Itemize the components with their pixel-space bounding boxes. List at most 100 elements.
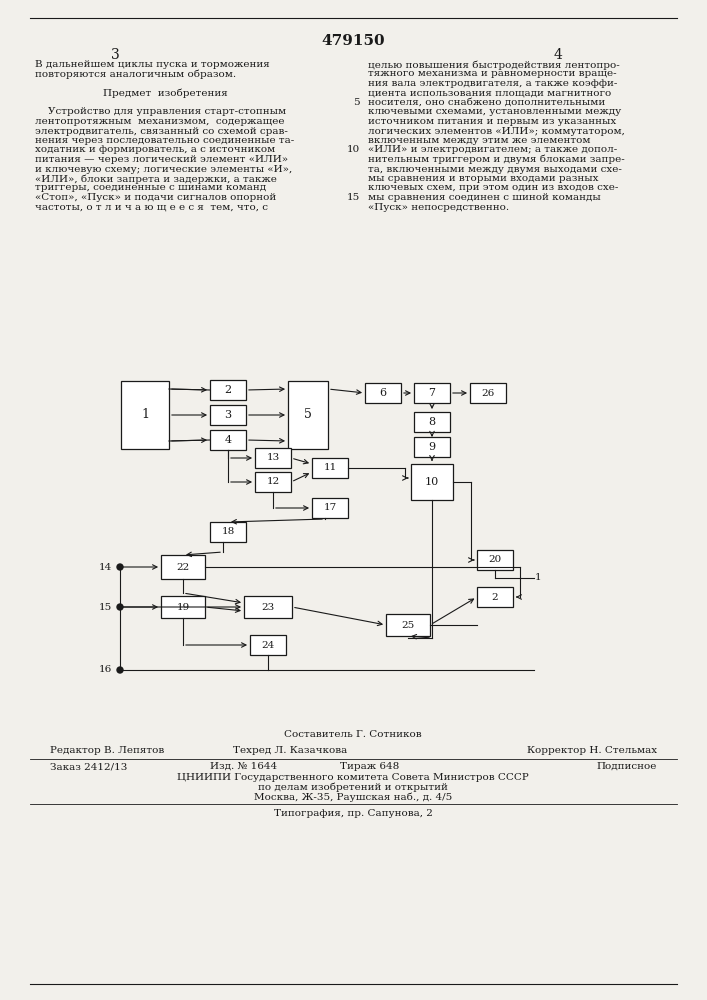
Text: мы сравнения и вторыми входами разных: мы сравнения и вторыми входами разных [368,174,599,183]
Text: частоты, о т л и ч а ю щ е е с я  тем, что, с: частоты, о т л и ч а ю щ е е с я тем, чт… [35,202,268,212]
Text: 22: 22 [176,562,189,572]
Text: Тираж 648: Тираж 648 [340,762,399,771]
Circle shape [117,564,123,570]
Circle shape [117,604,123,610]
Text: 26: 26 [481,388,495,397]
Bar [161,555,205,579]
Text: 25: 25 [402,620,414,630]
Bar [477,550,513,570]
Text: 5: 5 [304,408,312,422]
Bar [288,381,328,449]
Text: электродвигатель, связанный со схемой срав-: электродвигатель, связанный со схемой ср… [35,126,288,135]
Text: ния вала электродвигателя, а также коэффи-: ния вала электродвигателя, а также коэфф… [368,79,617,88]
Text: триггеры, соединенные с шинами команд: триггеры, соединенные с шинами команд [35,184,266,192]
Text: повторяются аналогичным образом.: повторяются аналогичным образом. [35,70,236,79]
Text: 15: 15 [99,602,112,611]
Bar [312,458,348,478]
Text: В дальнейшем циклы пуска и торможения: В дальнейшем циклы пуска и торможения [35,60,270,69]
Text: нения через последовательно соединенные та-: нения через последовательно соединенные … [35,136,294,145]
Bar [244,596,292,618]
Text: Предмет  изобретения: Предмет изобретения [103,89,228,98]
Text: «Стоп», «Пуск» и подачи сигналов опорной: «Стоп», «Пуск» и подачи сигналов опорной [35,193,276,202]
Text: 4: 4 [554,48,563,62]
Text: «ИЛИ», блоки запрета и задержки, а также: «ИЛИ», блоки запрета и задержки, а также [35,174,277,184]
Text: ходатник и формирователь, а с источником: ходатник и формирователь, а с источником [35,145,275,154]
Text: ЦНИИПИ Государственного комитета Совета Министров СССР: ЦНИИПИ Государственного комитета Совета … [177,773,529,782]
Text: 10: 10 [425,477,439,487]
Text: 11: 11 [323,464,337,473]
Text: циента использования площади магнитного: циента использования площади магнитного [368,89,612,98]
Bar [411,464,453,500]
Text: 2: 2 [224,385,232,395]
Bar [312,498,348,518]
Text: 15: 15 [346,193,360,202]
Text: Типография, пр. Сапунова, 2: Типография, пр. Сапунова, 2 [274,809,433,818]
Text: логических элементов «ИЛИ»; коммутатором,: логических элементов «ИЛИ»; коммутатором… [368,126,625,135]
Text: 9: 9 [428,442,436,452]
Text: 7: 7 [428,388,436,398]
Text: источником питания и первым из указанных: источником питания и первым из указанных [368,117,617,126]
Text: 6: 6 [380,388,387,398]
Text: 24: 24 [262,641,274,650]
Text: Заказ 2412/13: Заказ 2412/13 [50,762,127,771]
Text: Редактор В. Лепятов: Редактор В. Лепятов [50,746,164,755]
Text: 20: 20 [489,556,502,564]
Bar [210,380,246,400]
Text: лентопротяжным  механизмом,  содержащее: лентопротяжным механизмом, содержащее [35,117,284,126]
Text: 17: 17 [323,504,337,512]
Bar [210,430,246,450]
Bar [250,635,286,655]
Text: 479150: 479150 [321,34,385,48]
Text: по делам изобретений и открытий: по делам изобретений и открытий [258,783,448,792]
Text: «ИЛИ» и электродвигателем; а также допол-: «ИЛИ» и электродвигателем; а также допол… [368,145,617,154]
Text: 10: 10 [346,145,360,154]
Text: 14: 14 [99,562,112,572]
Text: тяжного механизма и равномерности враще-: тяжного механизма и равномерности враще- [368,70,617,79]
Text: целью повышения быстродействия лентопро-: целью повышения быстродействия лентопро- [368,60,620,70]
Text: 1: 1 [141,408,149,422]
Text: «Пуск» непосредственно.: «Пуск» непосредственно. [368,202,509,212]
Bar [470,383,506,403]
Text: 23: 23 [262,602,274,611]
Text: носителя, оно снабжено дополнительными: носителя, оно снабжено дополнительными [368,98,605,107]
Text: 13: 13 [267,454,280,462]
Text: 12: 12 [267,478,280,487]
Text: Устройство для управления старт-стопным: Устройство для управления старт-стопным [35,107,286,116]
Text: Подписное: Подписное [597,762,657,771]
Text: Изд. № 1644: Изд. № 1644 [210,762,277,771]
Text: 2: 2 [491,592,498,601]
Bar [210,405,246,425]
Text: 16: 16 [99,666,112,674]
Text: и ключевую схему; логические элементы «И»,: и ключевую схему; логические элементы «И… [35,164,292,174]
Text: Москва, Ж-35, Раушская наб., д. 4/5: Москва, Ж-35, Раушская наб., д. 4/5 [254,793,452,802]
Text: нительным триггером и двумя блоками запре-: нительным триггером и двумя блоками запр… [368,155,625,164]
Text: 3: 3 [224,410,232,420]
Text: Составитель Г. Сотников: Составитель Г. Сотников [284,730,422,739]
Text: 19: 19 [176,602,189,611]
Circle shape [117,667,123,673]
Bar [414,383,450,403]
Bar [477,587,513,607]
Bar [365,383,401,403]
Bar [161,596,205,618]
Text: включенным между этим же элементом: включенным между этим же элементом [368,136,590,145]
Bar [121,381,169,449]
Text: 3: 3 [110,48,119,62]
Text: ключевых схем, при этом один из входов схе-: ключевых схем, при этом один из входов с… [368,184,619,192]
Bar [210,522,246,542]
Text: ключевыми схемами, установленными между: ключевыми схемами, установленными между [368,107,621,116]
Bar [414,412,450,432]
Text: 18: 18 [221,528,235,536]
Text: 1: 1 [535,574,542,582]
Bar [386,614,430,636]
Bar [414,437,450,457]
Text: 4: 4 [224,435,232,445]
Text: мы сравнения соединен с шиной команды: мы сравнения соединен с шиной команды [368,193,601,202]
Text: Техред Л. Казачкова: Техред Л. Казачкова [233,746,347,755]
Text: 5: 5 [354,98,360,107]
Bar [255,472,291,492]
Bar [255,448,291,468]
Text: та, включенными между двумя выходами схе-: та, включенными между двумя выходами схе… [368,164,622,174]
Text: Корректор Н. Стельмах: Корректор Н. Стельмах [527,746,657,755]
Text: питания — через логический элемент «ИЛИ»: питания — через логический элемент «ИЛИ» [35,155,288,164]
